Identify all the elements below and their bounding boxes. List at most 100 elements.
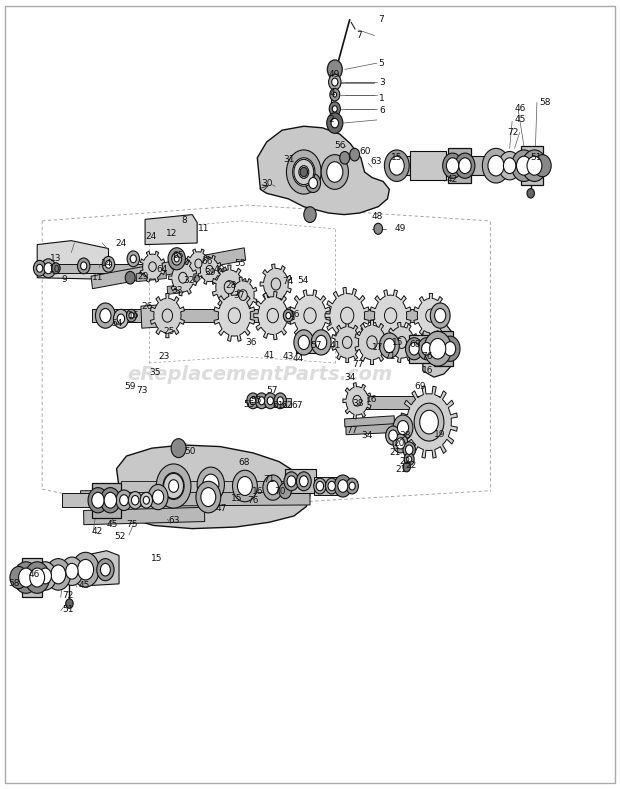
Circle shape	[326, 478, 338, 494]
Polygon shape	[285, 469, 316, 493]
Circle shape	[95, 303, 115, 328]
Circle shape	[328, 481, 335, 491]
Circle shape	[172, 252, 182, 265]
Text: 49: 49	[394, 224, 405, 234]
Circle shape	[512, 150, 536, 181]
Text: 32: 32	[184, 275, 195, 285]
Circle shape	[393, 415, 413, 440]
Circle shape	[349, 482, 355, 490]
Text: 24: 24	[145, 232, 156, 241]
Circle shape	[299, 166, 309, 178]
Text: 43: 43	[283, 352, 294, 361]
Polygon shape	[290, 290, 330, 342]
Circle shape	[482, 148, 510, 183]
Text: 45: 45	[78, 581, 89, 590]
Polygon shape	[229, 277, 257, 313]
Circle shape	[163, 473, 184, 499]
Text: 63: 63	[168, 516, 180, 525]
Polygon shape	[410, 151, 446, 180]
Circle shape	[34, 562, 56, 590]
Circle shape	[306, 174, 321, 193]
Circle shape	[19, 568, 33, 587]
Text: 1: 1	[379, 94, 385, 103]
Circle shape	[39, 568, 51, 584]
Polygon shape	[187, 249, 210, 278]
Circle shape	[25, 562, 50, 593]
Text: 44: 44	[293, 354, 304, 364]
Text: 45: 45	[515, 115, 526, 125]
Text: 73: 73	[136, 386, 148, 395]
Text: 23: 23	[159, 352, 170, 361]
Circle shape	[338, 480, 348, 492]
Text: 35: 35	[149, 368, 161, 377]
Circle shape	[331, 118, 339, 128]
Circle shape	[263, 475, 283, 500]
Circle shape	[435, 342, 446, 356]
Circle shape	[127, 251, 140, 267]
Text: 11: 11	[92, 273, 104, 282]
Circle shape	[374, 223, 383, 234]
Circle shape	[168, 248, 185, 270]
Text: 57: 57	[267, 386, 278, 395]
Circle shape	[503, 158, 516, 174]
Text: 67: 67	[291, 401, 303, 410]
Text: 45: 45	[107, 520, 118, 529]
Text: 74: 74	[282, 277, 293, 286]
Circle shape	[311, 330, 331, 355]
Circle shape	[78, 559, 94, 580]
Polygon shape	[121, 481, 304, 492]
Text: 47: 47	[215, 504, 226, 514]
Text: 16: 16	[289, 309, 301, 319]
Text: 77: 77	[346, 426, 358, 436]
Text: 41: 41	[264, 350, 275, 360]
Circle shape	[393, 434, 408, 453]
Circle shape	[440, 336, 460, 361]
Circle shape	[100, 488, 120, 513]
Circle shape	[271, 278, 281, 290]
Circle shape	[327, 162, 343, 182]
Text: 16: 16	[422, 366, 433, 376]
Text: 41: 41	[330, 341, 341, 350]
Circle shape	[116, 490, 132, 510]
Circle shape	[255, 393, 268, 409]
Polygon shape	[213, 265, 246, 309]
Circle shape	[340, 307, 354, 324]
Polygon shape	[335, 336, 446, 349]
Polygon shape	[332, 323, 363, 362]
Text: 24: 24	[115, 238, 126, 248]
Polygon shape	[214, 290, 255, 342]
Polygon shape	[521, 146, 542, 185]
Circle shape	[446, 158, 459, 174]
Circle shape	[430, 336, 450, 361]
Circle shape	[274, 393, 286, 409]
Text: 2: 2	[328, 115, 334, 125]
Text: 62: 62	[281, 401, 293, 410]
Circle shape	[455, 153, 475, 178]
Text: 58: 58	[8, 579, 20, 589]
Circle shape	[203, 474, 219, 495]
Polygon shape	[91, 248, 246, 289]
Polygon shape	[140, 251, 165, 282]
Polygon shape	[92, 551, 119, 585]
Circle shape	[102, 256, 115, 272]
Polygon shape	[386, 322, 417, 363]
Polygon shape	[391, 156, 539, 175]
Circle shape	[66, 599, 73, 608]
Circle shape	[342, 336, 352, 349]
Circle shape	[174, 256, 179, 262]
Circle shape	[396, 438, 405, 449]
Polygon shape	[18, 557, 118, 584]
Circle shape	[247, 393, 259, 409]
Circle shape	[88, 488, 108, 513]
Circle shape	[267, 397, 273, 405]
Text: 50: 50	[185, 447, 197, 456]
Circle shape	[309, 178, 317, 189]
Text: 56: 56	[334, 141, 346, 151]
Circle shape	[97, 559, 114, 581]
Polygon shape	[414, 294, 448, 338]
Text: 30: 30	[261, 178, 273, 188]
Circle shape	[300, 167, 308, 177]
Circle shape	[129, 312, 134, 319]
Polygon shape	[346, 423, 397, 435]
Text: 13: 13	[50, 254, 61, 264]
